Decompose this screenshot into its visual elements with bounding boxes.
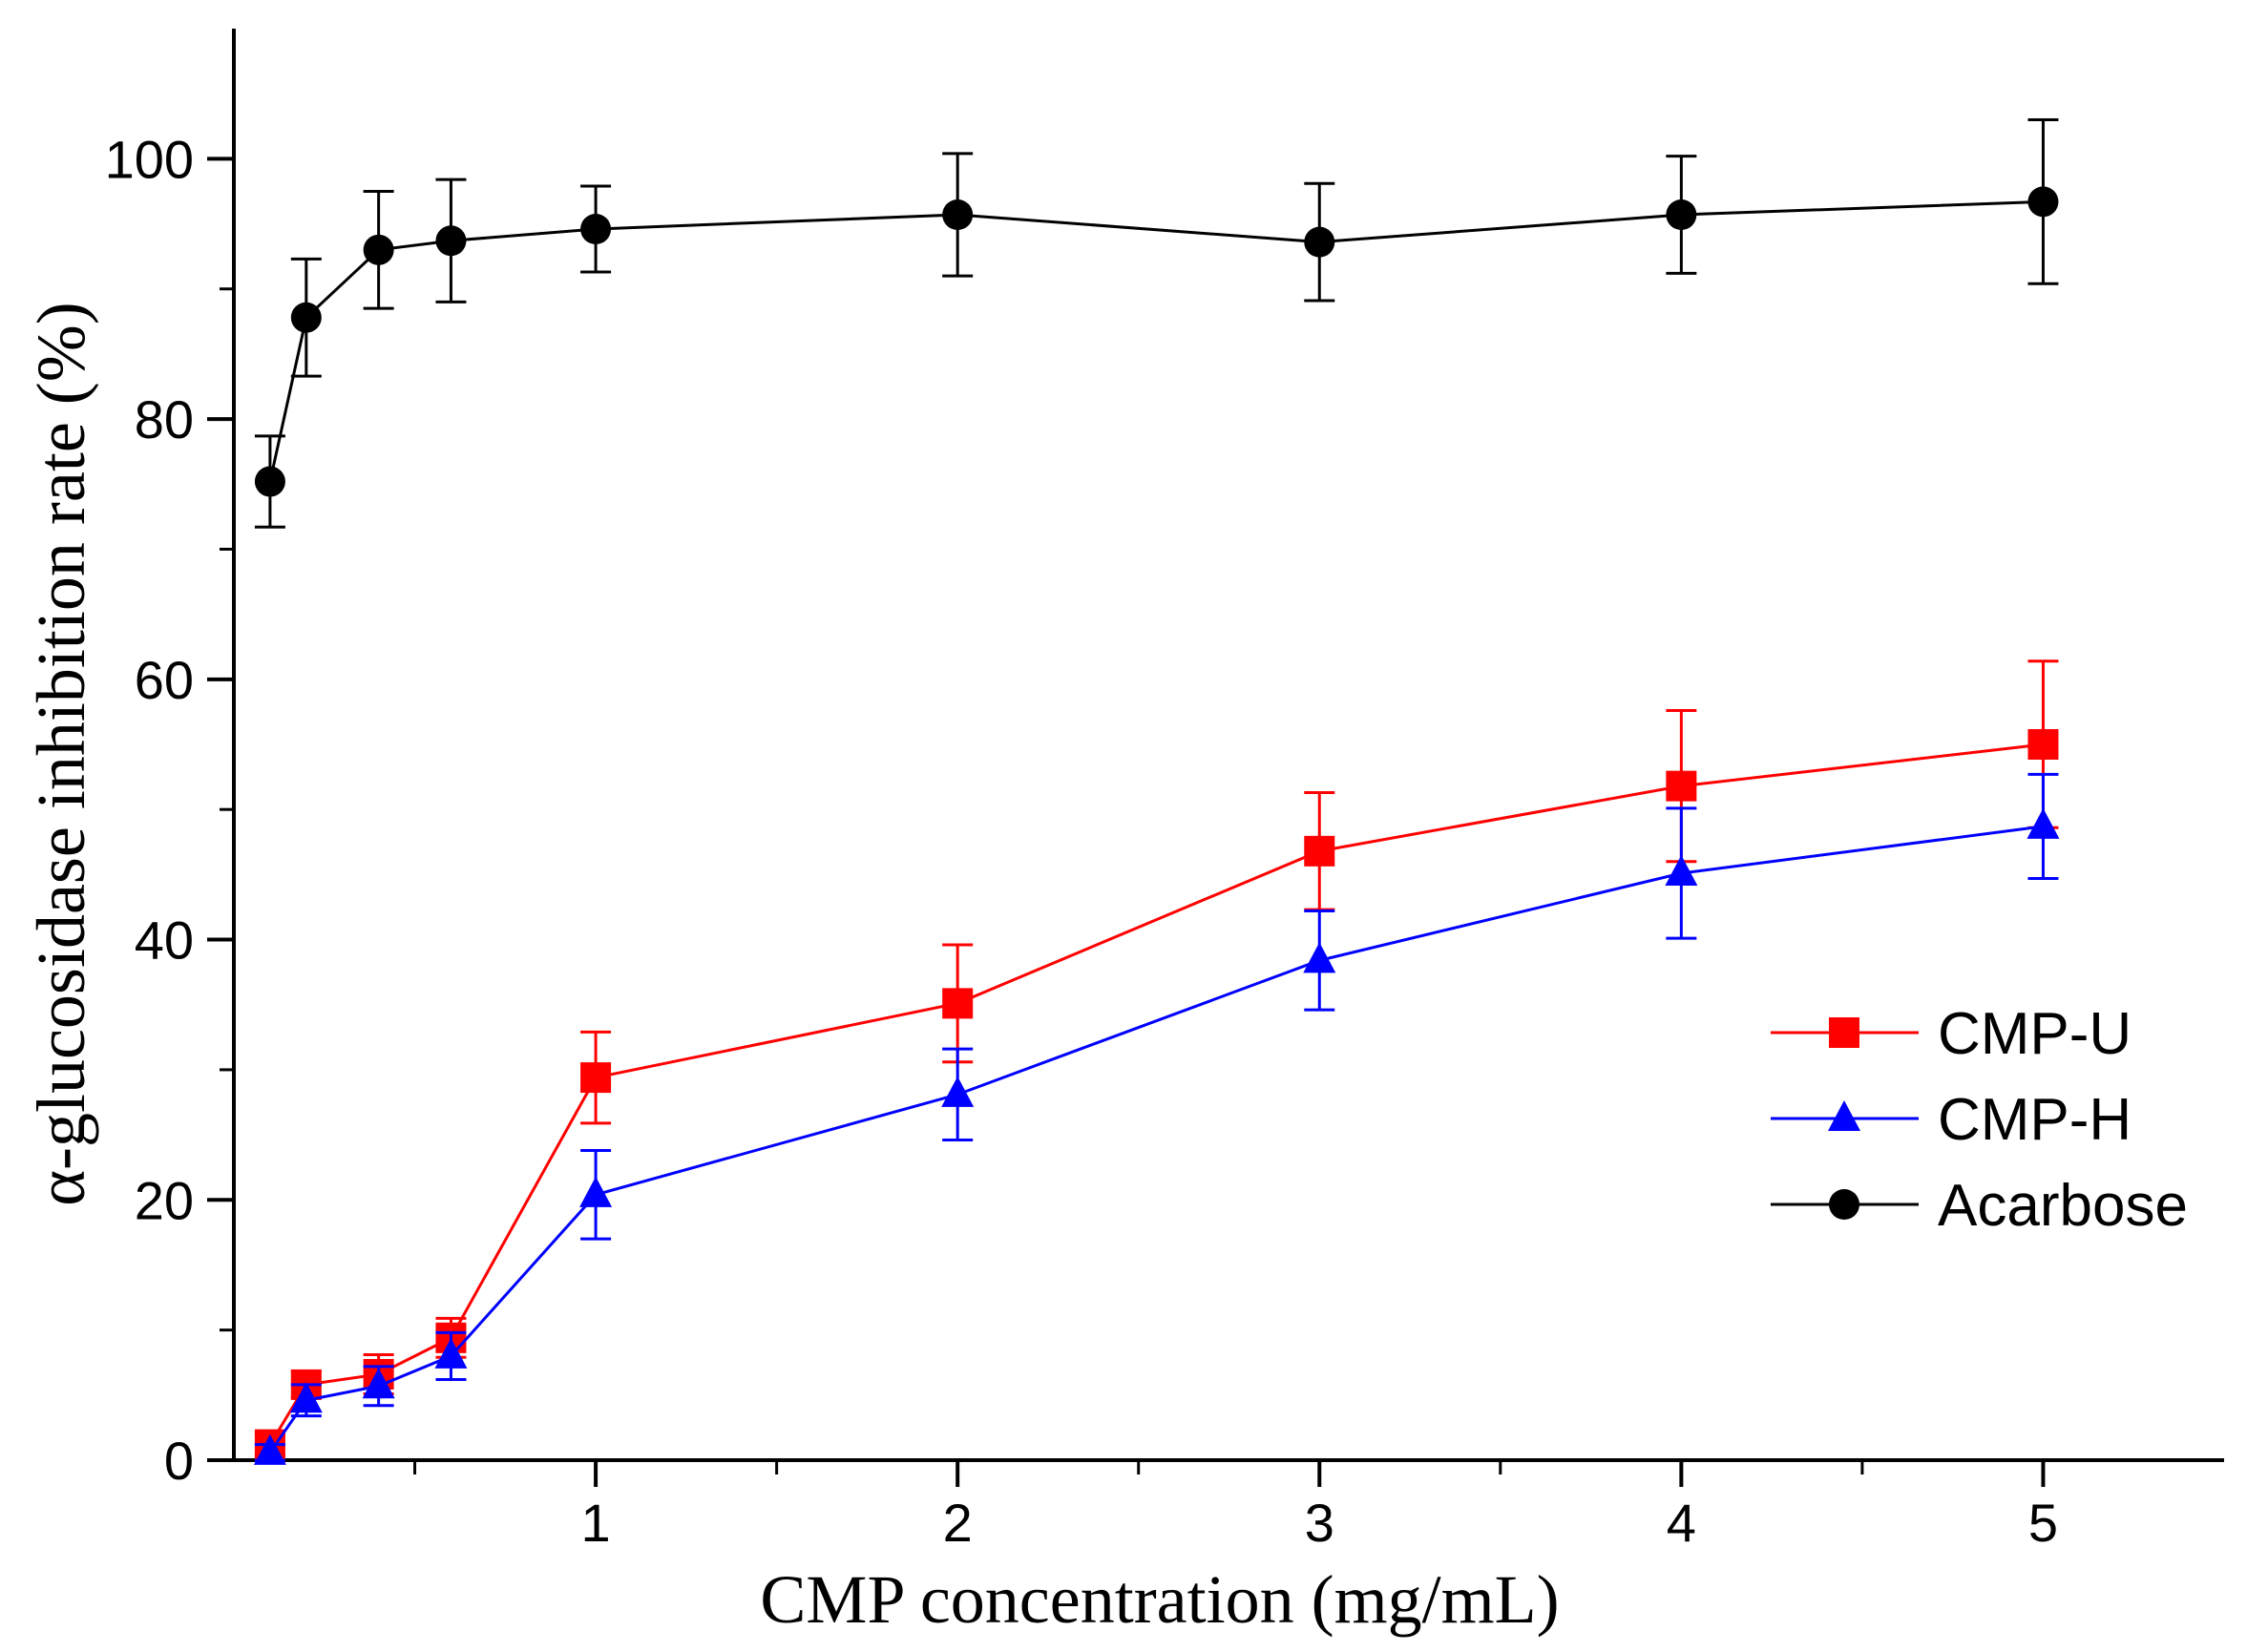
data-point-cmp-h	[1303, 942, 1336, 973]
x-tick-label: 3	[1305, 1493, 1334, 1553]
legend-marker	[1828, 1100, 1860, 1131]
data-point-acarbose	[254, 466, 285, 497]
x-tick-label: 4	[1667, 1493, 1696, 1553]
legend-marker	[1829, 1189, 1859, 1220]
y-tick-label: 40	[135, 910, 194, 971]
data-point-cmp-h	[362, 1368, 395, 1399]
data-point-cmp-h	[941, 1076, 975, 1107]
legend-marker	[1829, 1017, 1859, 1048]
x-tick-label: 1	[581, 1493, 611, 1553]
series-cmp-h	[253, 772, 2060, 1465]
y-tick-label: 0	[164, 1431, 194, 1491]
data-point-acarbose	[290, 302, 322, 333]
data-point-cmp-u	[2027, 729, 2059, 760]
y-tick-label: 20	[135, 1170, 194, 1230]
y-tick-label: 60	[135, 650, 194, 710]
data-point-cmp-h	[253, 1433, 286, 1465]
data-point-acarbose	[942, 199, 974, 230]
data-point-cmp-u	[1304, 835, 1335, 867]
x-tick-label: 2	[943, 1493, 973, 1553]
legend-label: CMP-H	[1938, 1087, 2132, 1153]
plot-area: 1 2 3 4 5 0 20 40 60 80 100	[105, 29, 2224, 1553]
series-acarbose	[254, 117, 2059, 529]
legend-label: Acarbose	[1938, 1173, 2188, 1239]
data-point-cmp-u	[942, 988, 974, 1019]
data-point-acarbose	[435, 225, 467, 257]
y-axis-title: α-glucosidase inhibition rate (%)	[23, 302, 99, 1205]
data-point-cmp-u	[1666, 770, 1697, 802]
data-point-cmp-h	[579, 1176, 613, 1207]
y-tick-label: 100	[105, 129, 194, 189]
legend-item-cmp-u: CMP-U	[1771, 1001, 2132, 1067]
x-tick-label: 5	[2028, 1493, 2058, 1553]
data-point-acarbose	[1666, 199, 1697, 230]
x-axis-title: CMP concentration (mg/mL)	[760, 1561, 1559, 1638]
data-point-cmp-h	[1665, 855, 1698, 886]
data-point-cmp-h	[289, 1382, 323, 1413]
data-point-cmp-h	[434, 1337, 468, 1369]
series-line-cmp-u	[268, 742, 2044, 1446]
legend: CMP-U CMP-H Acarbose	[1771, 1001, 2188, 1239]
y-tick-label: 80	[135, 389, 194, 450]
data-point-cmp-h	[2026, 807, 2060, 839]
legend-item-acarbose: Acarbose	[1771, 1173, 2188, 1239]
series-cmp-u	[254, 659, 2059, 1460]
legend-label: CMP-U	[1938, 1001, 2132, 1067]
data-point-acarbose	[1304, 226, 1335, 258]
data-point-acarbose	[363, 234, 394, 265]
data-point-acarbose	[580, 214, 612, 244]
legend-item-cmp-h: CMP-H	[1771, 1087, 2132, 1153]
series-line-acarbose	[268, 199, 2044, 482]
data-point-acarbose	[2027, 186, 2059, 218]
data-point-cmp-u	[580, 1062, 612, 1094]
